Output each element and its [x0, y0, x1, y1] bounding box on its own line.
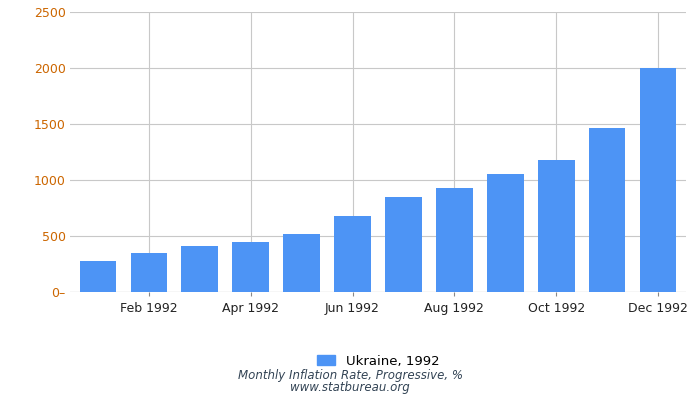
Bar — [640, 68, 676, 292]
Bar — [131, 253, 167, 292]
Bar — [589, 128, 625, 292]
Legend: Ukraine, 1992: Ukraine, 1992 — [316, 354, 440, 368]
Text: Monthly Inflation Rate, Progressive, %: Monthly Inflation Rate, Progressive, % — [237, 370, 463, 382]
Bar — [538, 160, 575, 292]
Bar — [385, 197, 422, 292]
Bar — [436, 188, 473, 292]
Bar — [487, 174, 524, 292]
Bar — [232, 242, 269, 292]
Bar — [284, 234, 320, 292]
Text: www.statbureau.org: www.statbureau.org — [290, 382, 410, 394]
Bar — [334, 216, 371, 292]
Bar — [80, 261, 116, 292]
Bar — [181, 246, 218, 292]
